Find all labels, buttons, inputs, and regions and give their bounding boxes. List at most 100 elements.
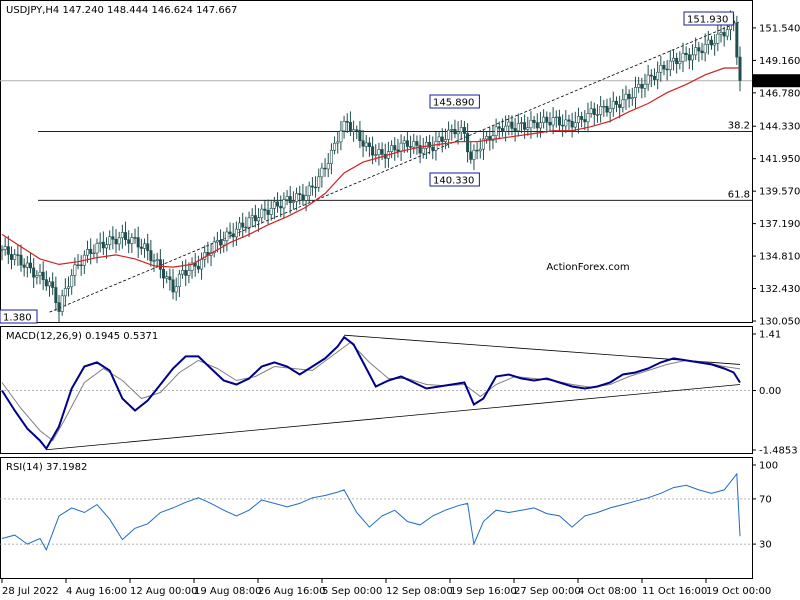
candle-body bbox=[738, 56, 742, 81]
candle-body bbox=[320, 167, 324, 178]
candle-body bbox=[282, 199, 286, 209]
price-label-box bbox=[0, 309, 38, 324]
candle-body bbox=[168, 276, 172, 281]
current-price-box bbox=[753, 74, 800, 88]
candle-body bbox=[70, 275, 74, 288]
moving-average-line bbox=[1, 67, 740, 268]
candle-body bbox=[450, 129, 454, 131]
price-label: 151.930 bbox=[687, 15, 728, 26]
rsi-panel: RSI(14) 37.1982 bbox=[0, 462, 752, 551]
price-label: 140.330 bbox=[433, 176, 474, 187]
rsi-y-tick-label: 70 bbox=[759, 494, 772, 505]
price-y-tick-label: 149.160 bbox=[759, 56, 800, 67]
candle-body bbox=[709, 39, 713, 46]
candle-body bbox=[276, 201, 280, 207]
x-tick-label: 4 Oct 08:00 bbox=[578, 586, 637, 597]
x-tick-label: 12 Sep 08:00 bbox=[386, 586, 453, 597]
candle-body bbox=[139, 246, 143, 249]
candle-body bbox=[595, 114, 599, 116]
candle-body bbox=[260, 208, 264, 219]
candle-body bbox=[187, 270, 191, 276]
candle-body bbox=[500, 128, 504, 132]
candle-body bbox=[713, 43, 717, 46]
candle-body bbox=[532, 119, 536, 123]
candle-body bbox=[573, 122, 577, 128]
candle-body bbox=[326, 163, 330, 170]
candle-body bbox=[219, 239, 223, 246]
candle-body bbox=[459, 127, 463, 133]
price-trend-line bbox=[49, 21, 741, 313]
candle-body bbox=[127, 239, 131, 244]
candle-body bbox=[124, 232, 128, 240]
candle-body bbox=[684, 52, 688, 56]
candle-body bbox=[76, 264, 80, 266]
candle-body bbox=[371, 146, 375, 156]
candle-body bbox=[29, 262, 33, 269]
candle-body bbox=[295, 193, 299, 202]
candle-body bbox=[136, 237, 140, 248]
rsi-y-tick-label: 30 bbox=[759, 540, 772, 551]
candle-body bbox=[485, 136, 489, 140]
candle-body bbox=[602, 105, 606, 108]
candle-body bbox=[165, 276, 169, 279]
candle-body bbox=[149, 250, 153, 262]
candle-body bbox=[364, 142, 368, 147]
candle-body bbox=[111, 236, 115, 240]
candle-body bbox=[694, 47, 698, 56]
price-y-tick-label: 139.570 bbox=[759, 187, 800, 198]
candle-body bbox=[516, 123, 520, 132]
candle-body bbox=[355, 129, 359, 131]
price-y-tick-label: 132.430 bbox=[759, 284, 800, 295]
candle-body bbox=[399, 142, 403, 152]
candle-body bbox=[89, 249, 93, 254]
price-label-box bbox=[429, 94, 480, 109]
candle-body bbox=[108, 236, 112, 245]
candle-body bbox=[662, 65, 666, 70]
candle-body bbox=[329, 149, 333, 164]
candle-body bbox=[481, 138, 485, 150]
candle-body bbox=[614, 100, 618, 105]
rsi-y-tick-label: 100 bbox=[759, 461, 778, 472]
candle-body bbox=[44, 279, 48, 287]
x-tick-label: 19 Oct 00:00 bbox=[706, 586, 771, 597]
fib-level-label: 38.2 bbox=[728, 120, 750, 131]
candle-body bbox=[212, 241, 216, 254]
candle-body bbox=[652, 75, 656, 80]
rsi-panel-frame bbox=[0, 457, 753, 579]
macd-y-tick-label: 0.00 bbox=[759, 386, 781, 397]
candle-body bbox=[469, 151, 473, 160]
candle-body bbox=[456, 131, 460, 135]
candle-body bbox=[681, 52, 685, 62]
candle-body bbox=[146, 243, 150, 251]
candle-body bbox=[250, 215, 254, 219]
x-tick-label: 4 Aug 16:00 bbox=[66, 586, 127, 597]
candle-body bbox=[434, 141, 438, 151]
candle-body bbox=[735, 22, 739, 58]
candle-body bbox=[618, 104, 622, 108]
macd-panel-frame bbox=[0, 326, 753, 454]
candle-body bbox=[222, 240, 226, 246]
price-y-tick-label: 141.950 bbox=[759, 154, 800, 165]
candle-body bbox=[665, 68, 669, 71]
candle-body bbox=[504, 125, 508, 132]
candle-body bbox=[599, 106, 603, 115]
candle-body bbox=[415, 141, 419, 146]
chart-title: USDJPY,H4 147.240 148.444 146.624 147.66… bbox=[6, 5, 237, 16]
candle-body bbox=[519, 122, 523, 124]
candle-body bbox=[447, 129, 451, 140]
candle-body bbox=[19, 254, 23, 266]
candle-body bbox=[659, 65, 663, 73]
candle-body bbox=[133, 237, 137, 239]
price-y-tick-label: 137.190 bbox=[759, 219, 800, 230]
candle-body bbox=[719, 32, 723, 35]
rsi-line bbox=[1, 472, 741, 551]
candle-body bbox=[60, 295, 64, 312]
candle-body bbox=[336, 141, 340, 144]
candle-body bbox=[272, 201, 276, 209]
fib-level-label: 61.8 bbox=[728, 189, 750, 200]
candle-body bbox=[120, 232, 124, 239]
candle-body bbox=[535, 122, 539, 129]
candle-body bbox=[196, 265, 200, 270]
candle-body bbox=[513, 128, 517, 132]
